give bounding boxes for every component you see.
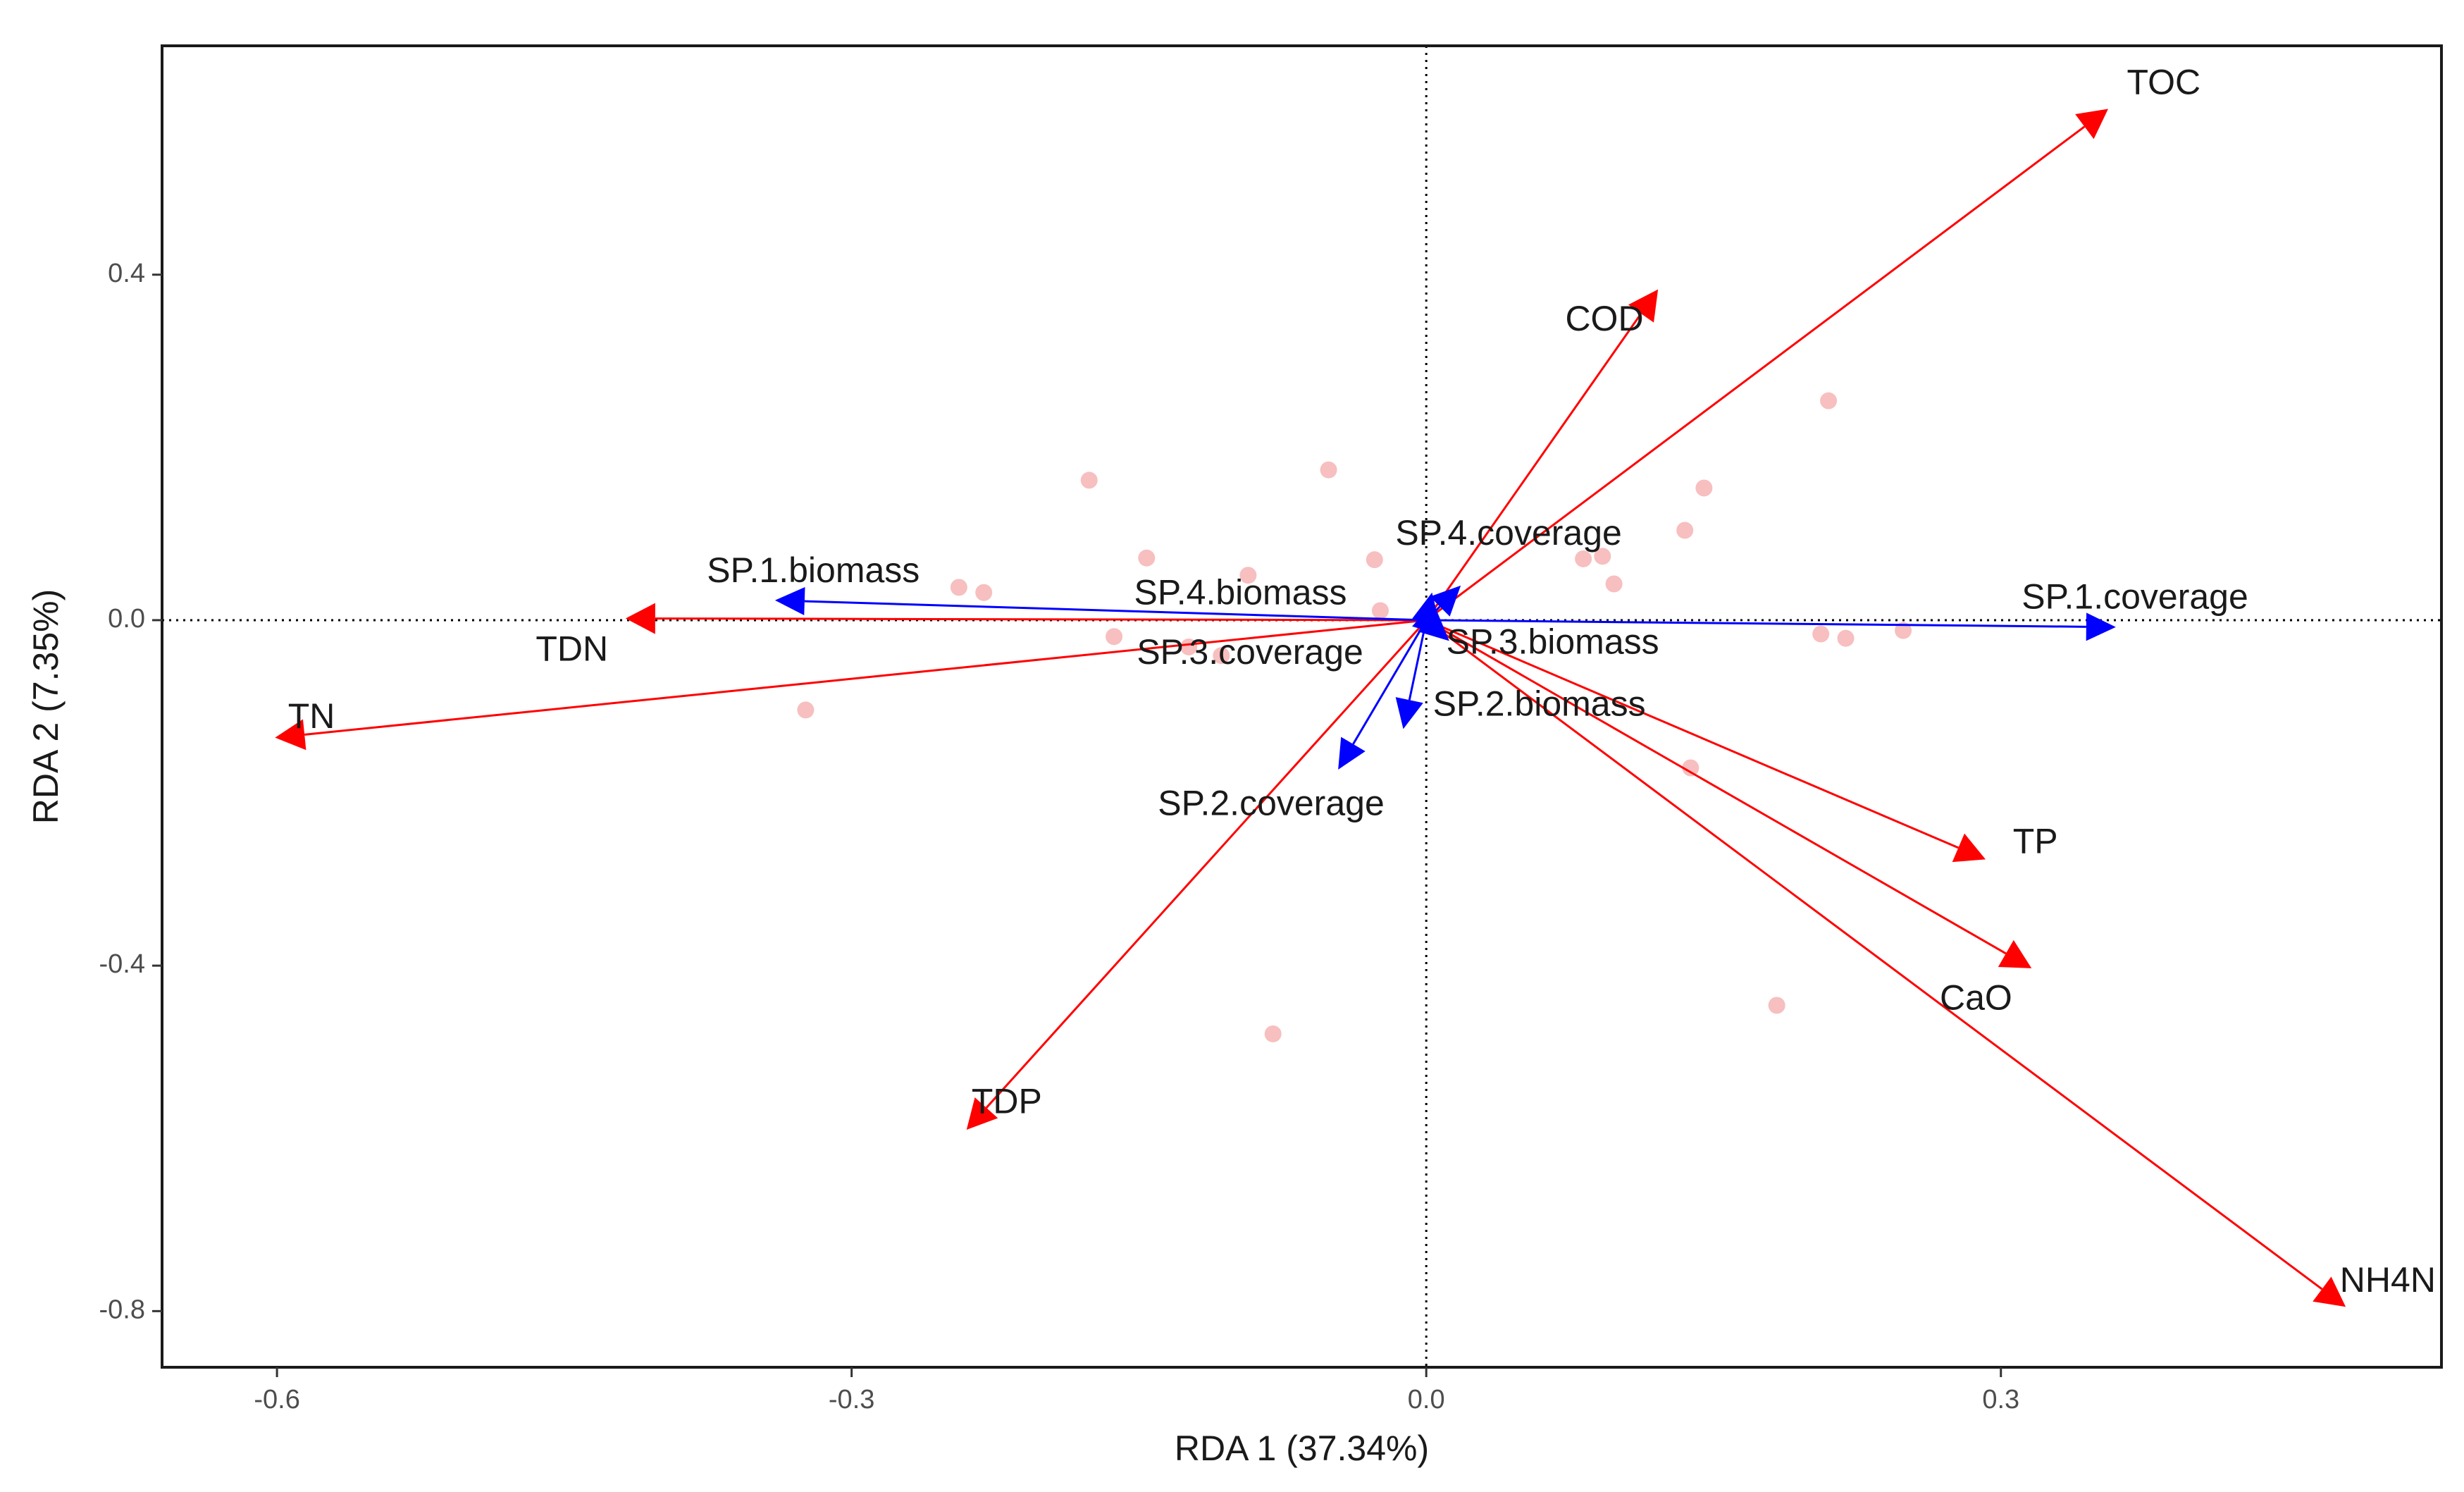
site-point [1768,997,1785,1014]
panel-border [161,44,2443,1369]
site-point [1575,550,1592,567]
env-arrowhead-cod [1628,289,1659,323]
env-label-nh4n: NH4N [2340,1260,2436,1300]
species-arrowhead-sp-2-biomass [1395,697,1423,729]
env-vector-cao [1425,619,2007,955]
env-arrowhead-tdp [966,1097,998,1130]
env-label-tn: TN [288,696,335,736]
x-tick-label: 0.0 [1408,1385,1445,1414]
site-point [1213,647,1230,665]
env-vector-toc [1425,125,2086,622]
species-label-sp-2-biomass: SP.2.biomass [1433,684,1646,724]
site-point [1695,479,1713,497]
species-label-sp-4-coverage: SP.4.coverage [1395,513,1622,553]
site-point [1264,1025,1282,1042]
env-vector-nh4n [1425,619,2323,1290]
species-label-sp-4-biomass: SP.4.biomass [1134,573,1346,612]
species-label-sp-3-biomass: SP.3.biomass [1447,622,1659,661]
env-vector-tp [1425,619,1959,849]
env-arrowhead-toc [2075,109,2108,140]
env-arrowhead-tp [1952,833,1986,863]
env-arrowhead-tn [275,719,307,751]
env-vector-cod [1425,313,1642,621]
y-axis-title: RDA 2 (7.35%) [26,589,66,824]
species-vector-sp-2-biomass [1408,619,1428,701]
site-point [1239,567,1257,584]
y-tick-label: -0.4 [99,949,145,979]
site-point [1594,548,1611,565]
site-point [950,579,967,596]
species-vector-sp-1-biomass [804,600,1427,622]
site-point [1682,759,1700,777]
x-tick-label: -0.6 [254,1385,299,1414]
site-point [797,701,815,719]
y-tick-label: 0.4 [108,259,145,288]
species-label-sp-3-coverage: SP.3.coverage [1137,632,1363,672]
site-point [975,584,993,601]
env-arrowhead-tdn [625,603,655,634]
site-point [1106,628,1123,646]
plot-area: TOC COD TDN TN TP CaO NH4N TDP SP.1.coverage SP.1… [162,46,2441,1367]
env-label-tdp: TDP [972,1081,1042,1121]
site-point [1605,575,1623,593]
env-label-cod: COD [1565,299,1643,338]
env-vector-tn [304,619,1427,736]
env-arrowhead-cao [1998,939,2032,968]
y-tick-label: -0.8 [99,1295,145,1324]
site-point [1138,549,1156,567]
site-point [1895,622,1912,639]
site-point [1812,625,1830,643]
species-label-sp-1-coverage: SP.1.coverage [2022,577,2248,617]
env-label-tp: TP [2013,822,2058,861]
species-arrowhead-sp-4-coverage [1430,585,1461,617]
site-point [1820,392,1838,409]
species-arrowhead-sp-1-biomass [774,587,805,616]
site-point [1676,522,1694,539]
env-vector-tdn [655,617,1427,622]
site-point [1180,638,1198,655]
env-arrowhead-nh4n [2313,1276,2346,1307]
axes: -0.6 -0.3 0.0 0.3 -0.8 -0.4 0.0 0.4 RDA 1 (37.34… [26,44,2443,1468]
species-label-sp-2-coverage: SP.2.coverage [1158,784,1385,823]
env-vector-tdp [985,619,1428,1109]
site-point [1366,551,1383,569]
species-vector-sp-1-coverage [1426,619,2086,628]
species-vector-sp-2-coverage [1352,619,1428,745]
site-point [1371,602,1389,619]
species-arrowhead-sp-1-coverage [2086,612,2116,641]
x-axis-title: RDA 1 (37.34%) [1175,1429,1429,1468]
site-point [1837,629,1855,647]
y-tick-label: 0.0 [108,604,145,634]
site-point [1320,461,1337,479]
env-label-toc: TOC [2126,62,2200,101]
x-tick-label: -0.3 [829,1385,874,1414]
env-label-tdn: TDN [535,629,608,668]
site-point [1080,471,1098,489]
x-tick-label: 0.3 [1982,1385,2019,1414]
species-arrowhead-sp-2-coverage [1338,736,1366,770]
species-arrowhead-sp-3-biomass [1418,610,1449,641]
species-label-sp-1-biomass: SP.1.biomass [707,550,920,590]
env-label-cao: CaO [1940,978,2012,1017]
